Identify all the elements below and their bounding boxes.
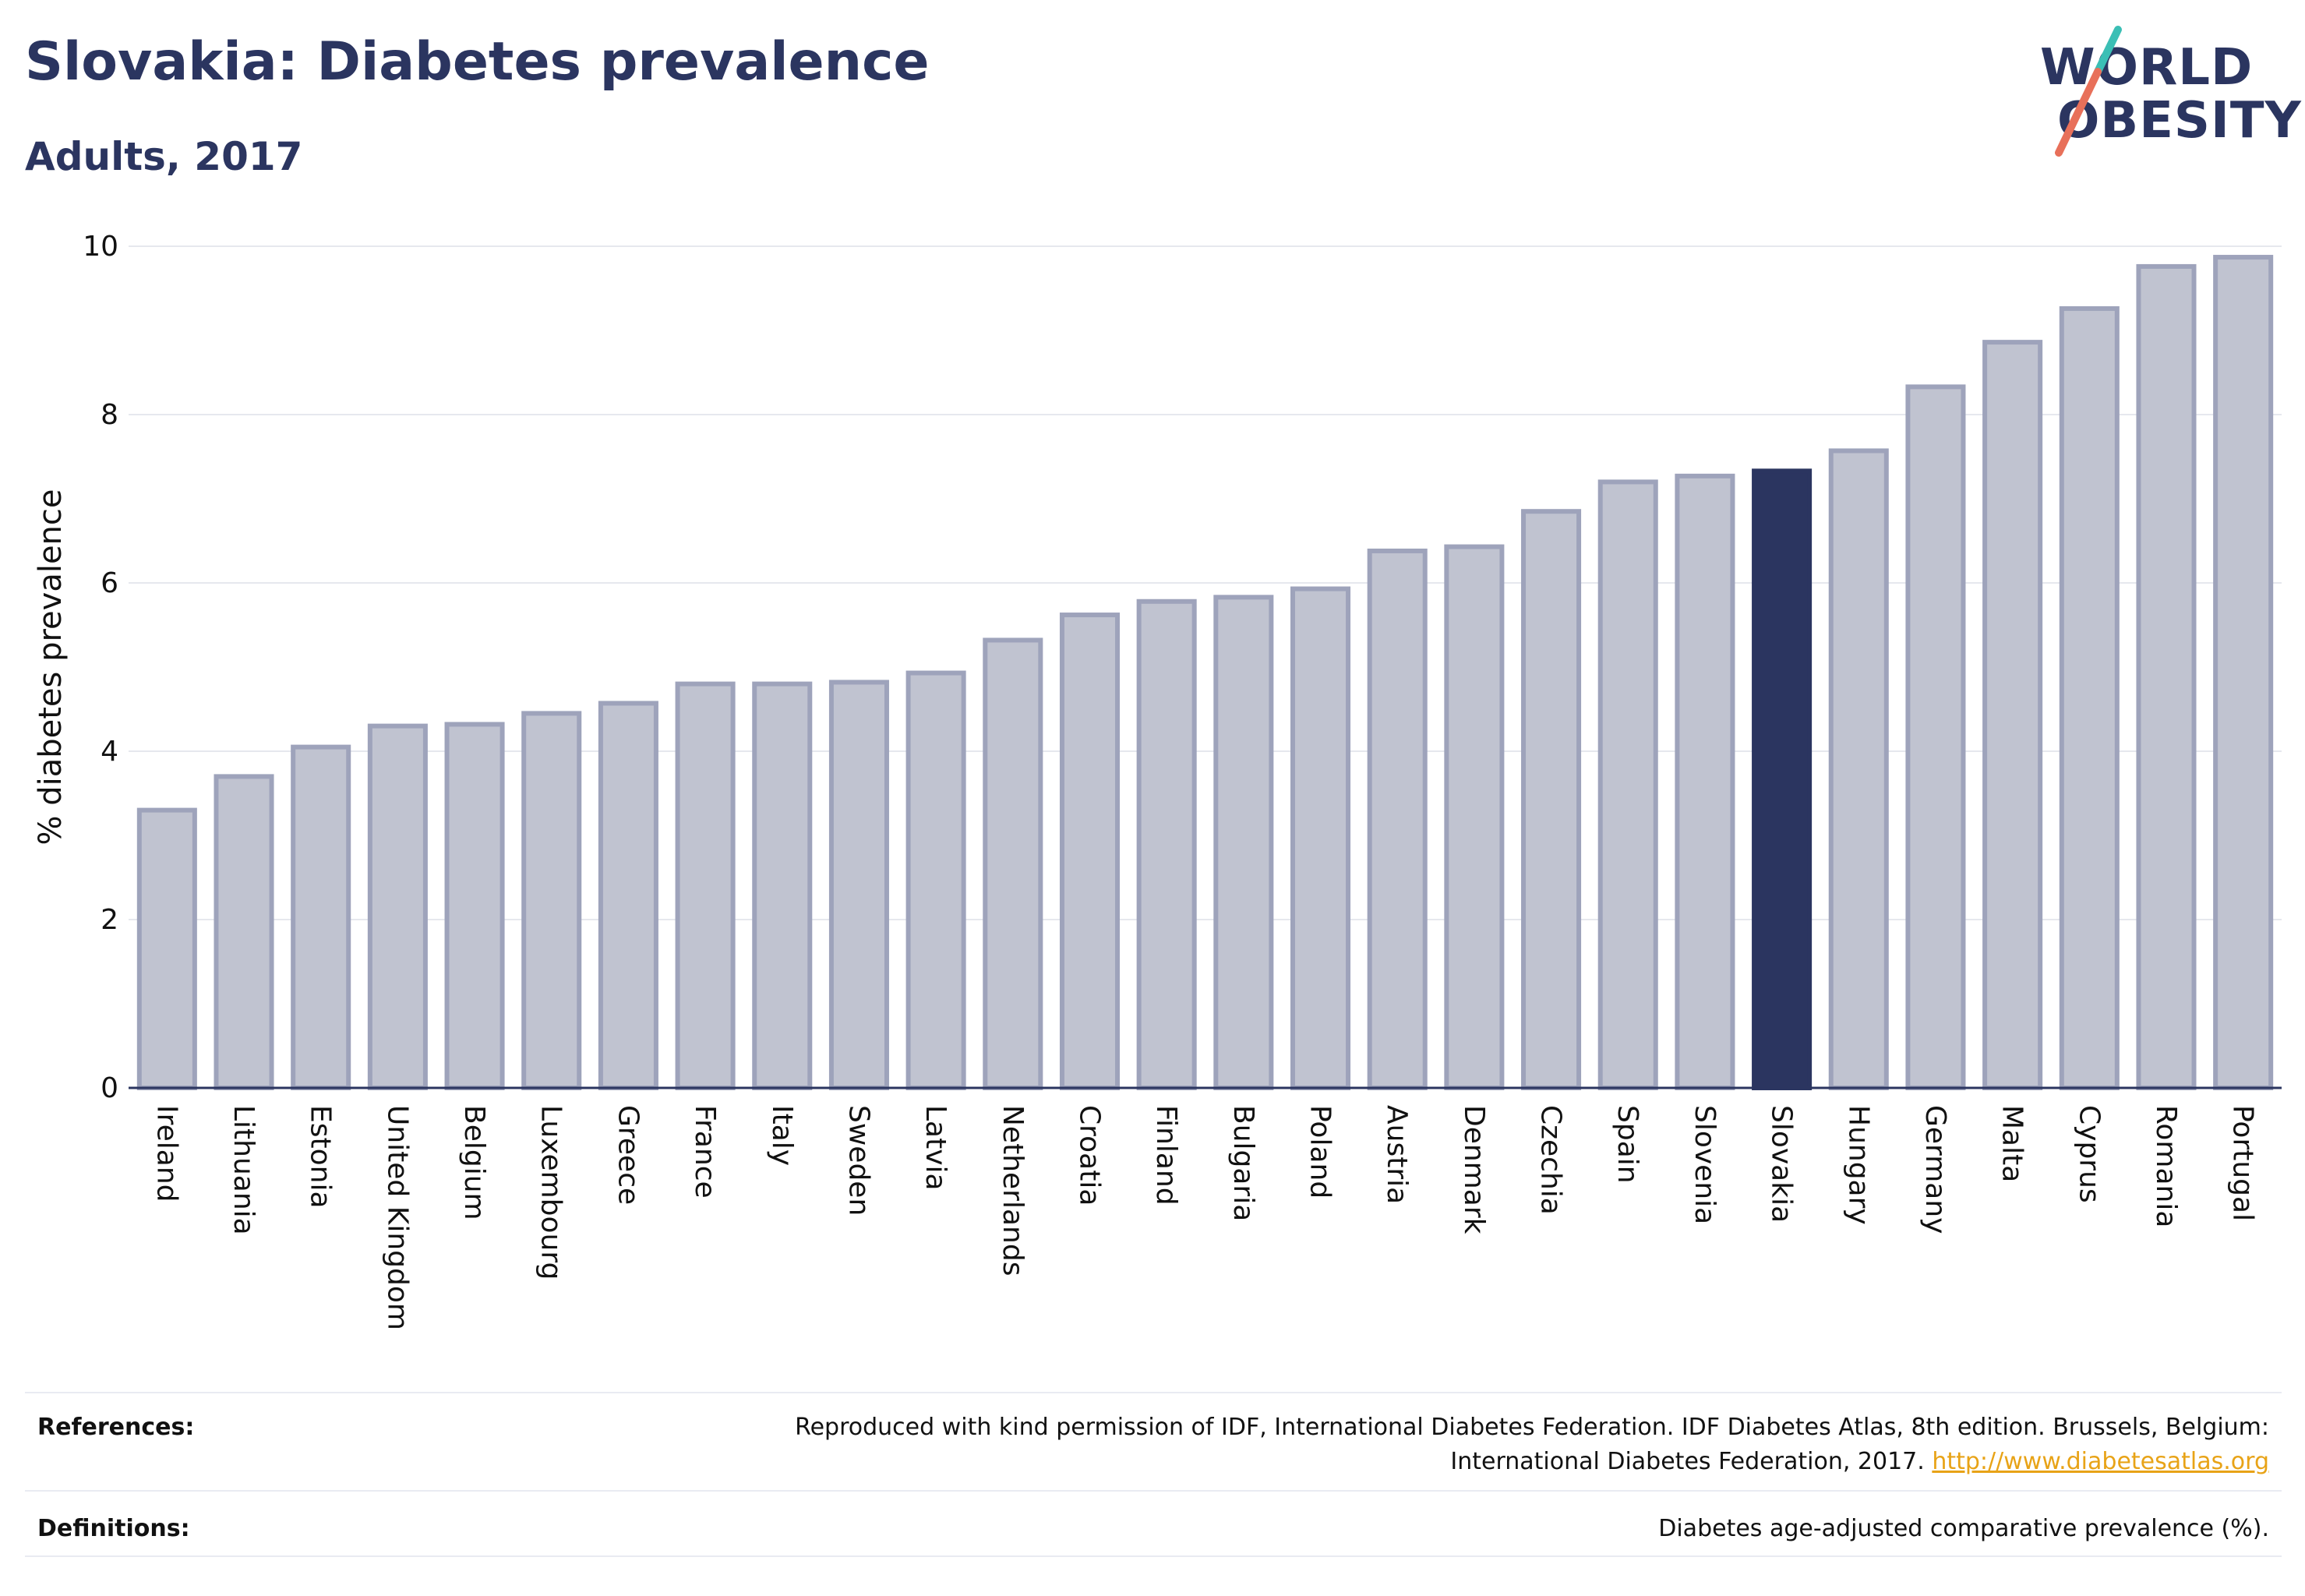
bar-hungary bbox=[1828, 448, 1889, 1090]
logo-slash-icon bbox=[2055, 26, 2122, 157]
x-tick-label: Czechia bbox=[1535, 1105, 1567, 1215]
y-tick-label: 2 bbox=[101, 904, 118, 936]
bar-austria bbox=[1367, 548, 1428, 1090]
bar-czechia bbox=[1521, 509, 1582, 1090]
references-line-2-text: International Diabetes Federation, 2017. bbox=[1450, 1448, 1925, 1475]
x-tick-label: Sweden bbox=[842, 1105, 874, 1216]
x-tick-label: Romania bbox=[2150, 1105, 2182, 1227]
x-tick-label: Greece bbox=[612, 1105, 644, 1205]
y-tick-label: 4 bbox=[101, 736, 118, 768]
bar-croatia bbox=[1059, 613, 1121, 1090]
bar-ireland bbox=[136, 807, 197, 1090]
bar-poland bbox=[1290, 586, 1351, 1090]
bar-spain bbox=[1597, 479, 1658, 1090]
bar-greece bbox=[598, 701, 658, 1090]
bar-netherlands bbox=[983, 637, 1043, 1090]
x-tick-label: Slovakia bbox=[1766, 1105, 1798, 1223]
references-text: Reproduced with kind permission of IDF, … bbox=[555, 1411, 2269, 1479]
x-tick-label: Denmark bbox=[1458, 1105, 1490, 1234]
x-tick-label: Estonia bbox=[305, 1105, 337, 1209]
bar-malta bbox=[1982, 340, 2043, 1090]
bar-italy bbox=[752, 681, 813, 1090]
bar-united-kingdom bbox=[367, 723, 428, 1090]
bar-germany bbox=[1905, 384, 1966, 1090]
y-tick-label: 6 bbox=[101, 567, 118, 599]
bar-denmark bbox=[1444, 544, 1505, 1090]
x-tick-label: Hungary bbox=[1842, 1105, 1874, 1225]
x-tick-label: Germany bbox=[1919, 1105, 1951, 1234]
x-tick-label: Lithuania bbox=[228, 1105, 259, 1235]
bar-slovakia bbox=[1752, 468, 1813, 1090]
footer-divider-top bbox=[25, 1392, 2282, 1393]
bar-bulgaria bbox=[1213, 595, 1274, 1090]
bar-sweden bbox=[828, 680, 889, 1090]
x-tick-label: Finland bbox=[1150, 1105, 1182, 1206]
x-tick-label: Belgium bbox=[458, 1105, 490, 1220]
references-label: References: bbox=[37, 1414, 195, 1441]
bar-romania bbox=[2136, 263, 2197, 1090]
bar-belgium bbox=[444, 722, 505, 1090]
diabetes-atlas-link[interactable]: http://www.diabetesatlas.org bbox=[1932, 1448, 2269, 1475]
x-tick-label: Ireland bbox=[150, 1105, 182, 1202]
bar-france bbox=[675, 681, 736, 1090]
x-tick-label: Cyprus bbox=[2073, 1105, 2105, 1203]
x-tick-label: France bbox=[689, 1105, 721, 1199]
x-tick-label: Poland bbox=[1304, 1105, 1336, 1199]
x-tick-label: United Kingdom bbox=[381, 1105, 413, 1330]
references-line-2: International Diabetes Federation, 2017.… bbox=[555, 1445, 2269, 1479]
x-tick-label: Luxembourg bbox=[535, 1105, 567, 1280]
footer-divider-middle bbox=[25, 1490, 2282, 1492]
chart-subtitle: Adults, 2017 bbox=[25, 134, 303, 179]
definitions-label: Definitions: bbox=[37, 1515, 190, 1542]
x-tick-label: Spain bbox=[1611, 1105, 1643, 1184]
footer-divider-bottom bbox=[25, 1555, 2282, 1557]
bar-chart: 0 2 4 6 8 10 % diabetes prevalence Ireland Lithu… bbox=[33, 231, 2282, 1330]
x-tick-label: Slovenia bbox=[1689, 1105, 1721, 1224]
y-axis-label: % diabetes prevalence bbox=[33, 489, 69, 845]
bar-estonia bbox=[291, 744, 351, 1090]
x-tick-label: Netherlands bbox=[997, 1105, 1029, 1276]
definitions-text: Diabetes age-adjusted comparative preval… bbox=[1658, 1515, 2269, 1542]
y-tick-label: 0 bbox=[101, 1072, 118, 1104]
bar-cyprus bbox=[2059, 305, 2120, 1091]
y-tick-label: 10 bbox=[83, 231, 118, 263]
x-tick-label: Portugal bbox=[2227, 1105, 2259, 1221]
x-tick-label: Austria bbox=[1381, 1105, 1413, 1204]
bar-slovenia bbox=[1675, 473, 1735, 1090]
x-tick-label: Latvia bbox=[920, 1105, 951, 1191]
y-tick-label: 8 bbox=[101, 399, 118, 431]
logo-text-obesity: OBESITY bbox=[2057, 92, 2302, 150]
world-obesity-logo: WORLD OBESITY bbox=[2026, 23, 2301, 164]
bar-finland bbox=[1136, 598, 1197, 1090]
chart-title: Slovakia: Diabetes prevalence bbox=[25, 31, 930, 93]
x-tick-label: Malta bbox=[1996, 1105, 2028, 1182]
bar-portugal bbox=[2213, 255, 2274, 1090]
x-tick-label: Italy bbox=[766, 1105, 798, 1166]
bar-luxembourg bbox=[521, 711, 582, 1091]
x-tick-label: Croatia bbox=[1073, 1105, 1105, 1206]
bar-lithuania bbox=[214, 774, 274, 1091]
logo-text-world: WORLD bbox=[2040, 39, 2254, 97]
x-tick-label: Bulgaria bbox=[1227, 1105, 1259, 1221]
bar-latvia bbox=[905, 670, 966, 1090]
references-line-1: Reproduced with kind permission of IDF, … bbox=[795, 1414, 2269, 1441]
